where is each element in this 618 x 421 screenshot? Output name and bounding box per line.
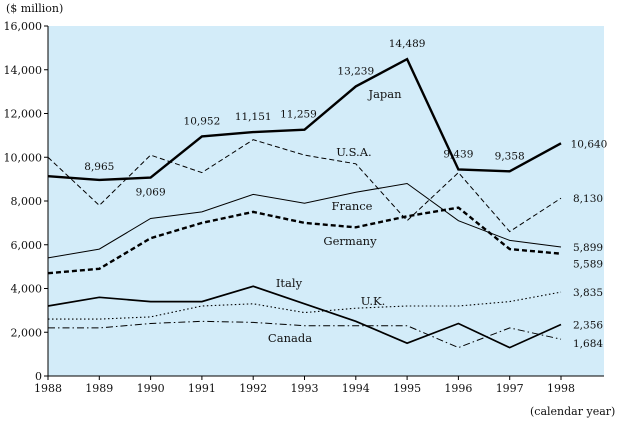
series-name-label: U.K. xyxy=(361,294,386,308)
y-tick-label: 16,000 xyxy=(4,20,43,33)
data-label: 8,130 xyxy=(573,193,603,205)
x-tick-label: 1993 xyxy=(291,382,319,395)
series-line-germany xyxy=(47,206,562,275)
data-label: 13,239 xyxy=(337,65,374,77)
data-label: 2,356 xyxy=(573,319,603,331)
x-tick-label: 1990 xyxy=(137,382,165,395)
series-name-label: Germany xyxy=(323,234,377,248)
x-tick-label: 1992 xyxy=(239,382,267,395)
tick-labels: 0 2,000 4,000 6,000 8,000 10,000 12,000 14,000 1… xyxy=(4,20,576,395)
y-tick-label: 14,000 xyxy=(4,64,43,77)
y-tick-label: 8,000 xyxy=(11,195,43,208)
series-name-label: Canada xyxy=(268,331,312,345)
data-label: 10,640 xyxy=(571,138,608,150)
data-label: 1,684 xyxy=(573,338,603,350)
series-name-label: France xyxy=(332,199,373,213)
series-line-france xyxy=(47,182,562,259)
series-line-japan xyxy=(47,57,562,182)
series-line-canada xyxy=(48,320,562,349)
data-label: 9,358 xyxy=(495,150,525,162)
x-tick-label: 1997 xyxy=(496,382,524,395)
y-axis-unit-label: ($ million) xyxy=(6,2,63,15)
data-label: 11,259 xyxy=(280,109,317,121)
y-tick-label: 2,000 xyxy=(11,326,43,339)
x-tick-label: 1994 xyxy=(342,382,370,395)
data-label: 11,151 xyxy=(235,111,272,123)
y-tick-label: 4,000 xyxy=(11,283,43,296)
data-label: 9,069 xyxy=(136,187,166,199)
data-label: 10,952 xyxy=(184,115,221,127)
x-tick-label: 1995 xyxy=(393,382,421,395)
series-name-label: Japan xyxy=(367,87,402,101)
series-name-label: U.S.A. xyxy=(336,145,371,159)
data-label: 8,965 xyxy=(84,161,114,173)
series-labels: Japan U.S.A. France Germany Italy U.K. Canada xyxy=(268,87,402,345)
y-tick-label: 6,000 xyxy=(11,239,43,252)
x-tick-label: 1989 xyxy=(85,382,113,395)
x-axis-unit-label: (calendar year) xyxy=(530,405,615,418)
data-label: 14,489 xyxy=(389,38,426,50)
y-tick-label: 10,000 xyxy=(4,151,43,164)
series-name-label: Italy xyxy=(276,276,303,290)
x-tick-label: 1991 xyxy=(188,382,216,395)
y-tick-label: 0 xyxy=(35,370,42,383)
data-label: 3,835 xyxy=(573,287,603,299)
series-lines xyxy=(47,57,562,349)
data-label: 9,439 xyxy=(443,149,473,161)
y-tick-label: 12,000 xyxy=(4,108,43,121)
x-tick-label: 1998 xyxy=(547,382,575,395)
x-tick-label: 1996 xyxy=(444,382,472,395)
data-label: 5,899 xyxy=(573,242,603,254)
plot-background xyxy=(48,26,604,376)
series-line-italy xyxy=(47,285,562,349)
data-label: 5,589 xyxy=(573,259,603,271)
data-labels: 8,965 9,069 10,952 11,151 11,259 13,239 14,489… xyxy=(84,38,607,350)
x-tick-label: 1988 xyxy=(34,382,62,395)
